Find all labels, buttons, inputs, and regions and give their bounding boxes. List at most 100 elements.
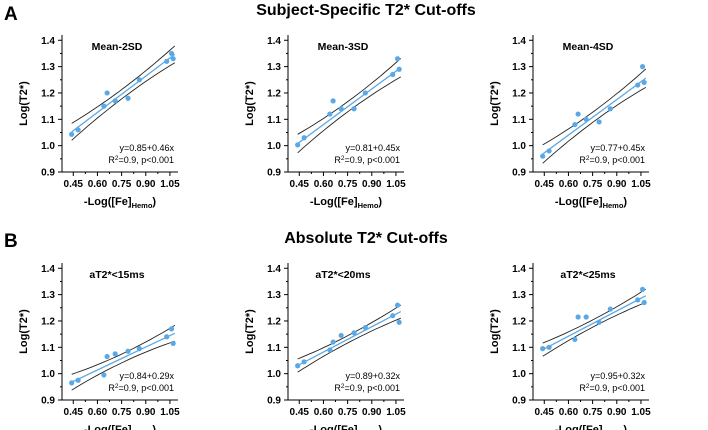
fit-statistics: R2=0.9, p<0.001 <box>334 383 400 393</box>
data-point <box>75 377 81 383</box>
data-point <box>635 297 641 303</box>
fit-line <box>542 295 647 351</box>
data-point <box>101 372 107 378</box>
data-point <box>164 58 170 64</box>
x-tick-label: 1.05 <box>160 407 180 418</box>
data-point <box>572 336 578 343</box>
data-point <box>295 142 301 148</box>
panel-title: aT2*<25ms <box>560 269 615 281</box>
y-tick-label: 1.4 <box>512 264 526 275</box>
ci-upper-line <box>297 304 402 360</box>
ci-upper-line <box>542 288 647 344</box>
data-point <box>394 56 401 62</box>
x-tick-label: 1.05 <box>386 407 406 418</box>
y-tick-label: 1.3 <box>267 290 281 301</box>
section-b-title: Absolute T2* Cut-offs <box>284 230 448 247</box>
x-tick-label: 1.05 <box>631 407 651 418</box>
x-tick-label: 0.45 <box>64 407 84 418</box>
y-tick-label: 1.1 <box>267 115 281 126</box>
x-tick-label: 0.45 <box>290 179 310 190</box>
x-tick-label: 0.60 <box>88 179 108 190</box>
y-tick-label: 0.9 <box>512 396 526 407</box>
data-point <box>327 347 333 353</box>
x-tick-label: 0.45 <box>290 407 310 418</box>
fit-line <box>297 311 402 367</box>
fit-equation: y=0.77+0.45x <box>590 143 645 153</box>
data-point <box>596 119 602 125</box>
fit-line <box>71 332 176 383</box>
x-tick-label: 0.90 <box>607 179 627 190</box>
data-point <box>330 98 336 104</box>
x-tick-label: 0.90 <box>136 179 156 190</box>
data-point <box>396 66 402 72</box>
y-tick-label: 1.3 <box>41 290 55 301</box>
y-axis-label: Log(T2*) <box>18 309 30 354</box>
chart-panel: 0.9 1.0 1.1 1.2 1.3 1.4 0.45 0.60 0.75 0.90 1.05 Lo… <box>489 35 651 210</box>
data-point <box>125 348 131 354</box>
x-tick-label: 0.75 <box>112 179 132 190</box>
data-point <box>338 106 344 112</box>
data-point <box>351 106 357 112</box>
panel-title: Mean-2SD <box>92 41 143 53</box>
ci-upper-line <box>71 325 176 375</box>
data-point <box>575 111 581 117</box>
x-tick-label: 1.05 <box>386 179 406 190</box>
y-tick-label: 1.0 <box>267 141 281 152</box>
y-tick-label: 1.1 <box>41 115 55 126</box>
x-tick-label: 0.45 <box>535 407 555 418</box>
data-point <box>112 351 118 357</box>
data-point <box>168 326 175 332</box>
y-axis-label: Log(T2*) <box>489 81 501 126</box>
fit-statistics: R2=0.9, p<0.001 <box>108 155 174 165</box>
data-point <box>641 79 647 86</box>
y-tick-label: 1.4 <box>267 36 281 47</box>
data-point <box>540 153 546 159</box>
data-point <box>396 319 402 325</box>
data-point <box>75 127 81 133</box>
fit-equation: y=0.81+0.45x <box>345 143 400 153</box>
data-point <box>330 339 336 345</box>
x-axis-label: -Log([Fe]Hemo) <box>555 196 628 210</box>
data-point <box>583 116 589 122</box>
fit-line <box>297 67 402 145</box>
data-point <box>170 340 176 346</box>
y-tick-label: 1.0 <box>41 141 55 152</box>
y-tick-label: 1.2 <box>267 316 281 327</box>
data-point <box>596 319 602 325</box>
x-tick-label: 1.05 <box>631 179 651 190</box>
data-point <box>338 332 344 339</box>
fit-equation: y=0.95+0.32x <box>590 371 645 381</box>
panel-title: Mean-4SD <box>563 41 614 53</box>
data-point <box>112 98 118 104</box>
section-a-letter: A <box>4 4 18 25</box>
ci-lower-line <box>297 317 401 373</box>
y-tick-label: 1.1 <box>267 343 281 354</box>
y-axis-label: Log(T2*) <box>244 81 256 126</box>
y-tick-label: 0.9 <box>41 168 55 179</box>
ci-upper-line <box>297 58 402 135</box>
y-tick-label: 1.4 <box>41 36 55 47</box>
x-tick-label: 0.75 <box>583 407 603 418</box>
y-axis-label: Log(T2*) <box>18 81 30 126</box>
data-point <box>639 286 646 292</box>
x-tick-label: 0.90 <box>362 179 382 190</box>
x-tick-label: 0.90 <box>362 407 382 418</box>
data-point <box>170 56 176 62</box>
data-point <box>136 77 142 83</box>
fit-equation: y=0.84+0.29x <box>119 371 174 381</box>
y-tick-label: 1.2 <box>512 316 526 327</box>
section-a-title: Subject-Specific T2* Cut-offs <box>256 2 476 19</box>
y-tick-label: 1.0 <box>41 369 55 380</box>
y-tick-label: 1.1 <box>512 343 526 354</box>
y-tick-label: 1.4 <box>41 264 55 275</box>
panel-title: aT2*<20ms <box>315 269 370 281</box>
y-tick-label: 1.0 <box>267 369 281 380</box>
fit-equation: y=0.89+0.32x <box>345 371 400 381</box>
data-point <box>362 324 368 331</box>
x-axis-label: -Log([Fe]Hemo) <box>84 196 157 210</box>
ci-lower-line <box>71 340 175 391</box>
chart-panel: 0.9 1.0 1.1 1.2 1.3 1.4 0.45 0.60 0.75 0.90 1.05 Lo… <box>489 263 651 430</box>
data-point <box>351 330 357 336</box>
data-point <box>301 359 307 365</box>
